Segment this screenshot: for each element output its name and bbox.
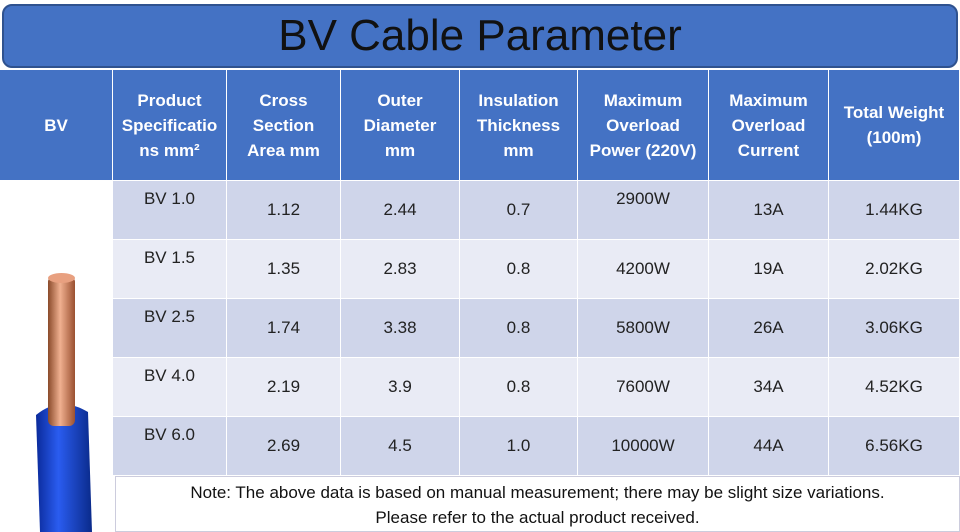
table-cell: 0.8 <box>460 298 578 357</box>
table-cell: BV 2.5 <box>113 298 227 357</box>
table-cell: 6.56KG <box>829 416 960 475</box>
table-cell: 1.0 <box>460 416 578 475</box>
table-cell: BV 1.5 <box>113 239 227 298</box>
table-cell: 0.8 <box>460 239 578 298</box>
table-cell: 2.19 <box>227 357 341 416</box>
table-cell: 34A <box>709 357 829 416</box>
table-cell: 10000W <box>578 416 709 475</box>
table-cell: 1.44KG <box>829 180 960 239</box>
table-cell: 0.8 <box>460 357 578 416</box>
header-cell: Total Weight (100m) <box>829 70 960 180</box>
table-cell: 3.38 <box>341 298 460 357</box>
table-cell: 4.5 <box>341 416 460 475</box>
table-cell: 44A <box>709 416 829 475</box>
table-cell: 4200W <box>578 239 709 298</box>
header-cell: Cross Section Area mm <box>227 70 341 180</box>
header-cell: Insulation Thickness mm <box>460 70 578 180</box>
header-cell: Maximum Overload Current <box>709 70 829 180</box>
header-cell: Outer Diameter mm <box>341 70 460 180</box>
title: BV Cable Parameter <box>2 4 958 68</box>
table-cell: BV 6.0 <box>113 416 227 475</box>
note-line: Note: The above data is based on manual … <box>190 483 885 502</box>
table-cell: 19A <box>709 239 829 298</box>
table-cell: 1.12 <box>227 180 341 239</box>
table-cell: 1.35 <box>227 239 341 298</box>
table-cell: 2.69 <box>227 416 341 475</box>
table-cell: BV 4.0 <box>113 357 227 416</box>
note-line: Please refer to the actual product recei… <box>375 508 700 527</box>
table-cell: 2900W <box>578 180 709 239</box>
table-cell: 13A <box>709 180 829 239</box>
table-cell: 3.06KG <box>829 298 960 357</box>
table-cell: 2.02KG <box>829 239 960 298</box>
table-cell: 2.44 <box>341 180 460 239</box>
table-cell: 3.9 <box>341 357 460 416</box>
table-cell: 0.7 <box>460 180 578 239</box>
note: Note: The above data is based on manual … <box>115 476 960 532</box>
table-cell: 2.83 <box>341 239 460 298</box>
table-cell: 26A <box>709 298 829 357</box>
header-cell: Product Specifications mm² <box>113 70 227 180</box>
table-cell: BV 1.0 <box>113 180 227 239</box>
table-cell: 7600W <box>578 357 709 416</box>
header-cell: Maximum Overload Power (220V) <box>578 70 709 180</box>
table-cell: 1.74 <box>227 298 341 357</box>
table-cell: 5800W <box>578 298 709 357</box>
table-cell: 4.52KG <box>829 357 960 416</box>
cable-image <box>36 273 92 532</box>
header-cell: BV <box>0 70 113 180</box>
